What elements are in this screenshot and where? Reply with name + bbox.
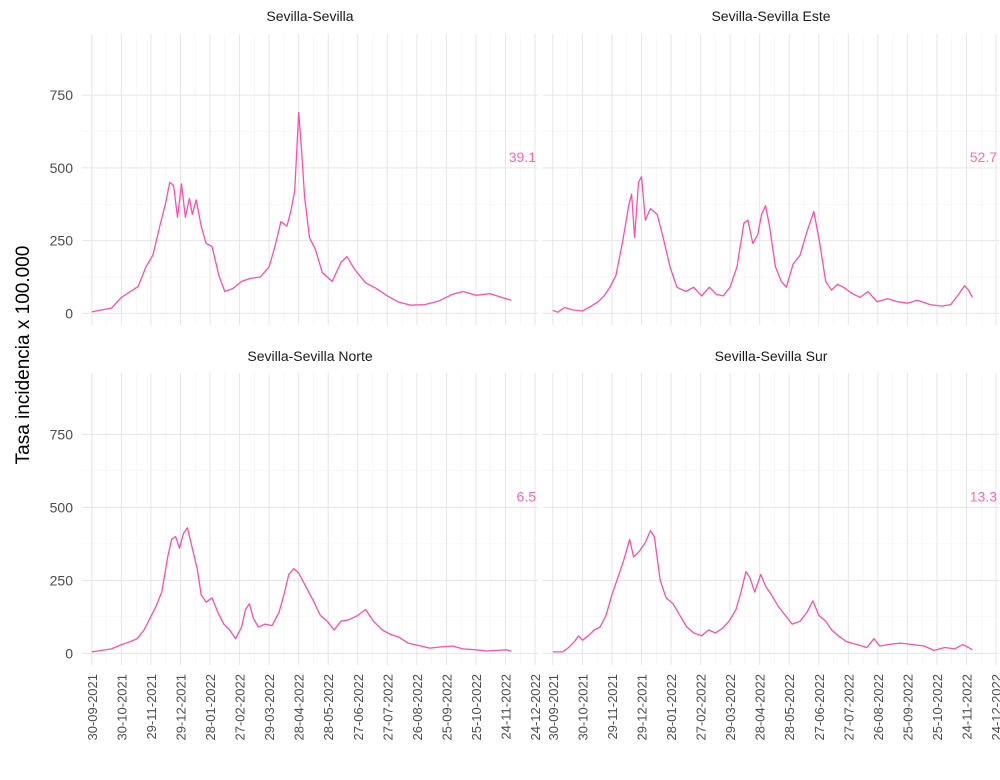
y-tick-label: 750	[50, 426, 74, 442]
x-axis: 30-09-2021 30-10-2021 29-11-2021 29-12-2021…	[85, 674, 1000, 741]
series-line	[552, 175, 973, 313]
x-tick-label: 30-09-2021	[85, 674, 100, 741]
series-line	[91, 111, 512, 313]
x-tick-label: 29-03-2022	[723, 674, 738, 741]
y-tick-label: 500	[50, 160, 74, 176]
panel-4: Sevilla-Sevilla Sur 13.3	[543, 348, 999, 665]
panel-3: Sevilla-Sevilla Norte 0 250 500 750 6.5	[50, 348, 538, 665]
x-tick-label: 28-01-2022	[664, 674, 679, 741]
x-tick-label: 29-11-2021	[144, 674, 159, 740]
y-tick-label: 500	[50, 499, 74, 515]
x-tick-label: 25-09-2022	[439, 674, 454, 741]
annotation-label: 52.7	[970, 149, 997, 165]
y-tick-label: 0	[65, 305, 73, 321]
x-tick-label: 27-02-2022	[694, 674, 709, 741]
panel-title: Sevilla-Sevilla Norte	[247, 348, 372, 364]
annotation-label: 39.1	[509, 149, 536, 165]
x-tick-label: 29-11-2021	[605, 674, 620, 740]
x-tick-label: 24-12-2022	[989, 674, 1000, 741]
x-tick-label: 28-04-2022	[292, 674, 307, 741]
y-tick-label: 0	[65, 645, 73, 661]
panel-title: Sevilla-Sevilla Este	[711, 8, 830, 24]
x-tick-label: 24-12-2022	[528, 674, 543, 741]
x-tick-label: 28-05-2022	[321, 674, 336, 741]
x-tick-label: 24-11-2022	[499, 674, 514, 740]
x-tick-label: 27-06-2022	[351, 674, 366, 741]
x-tick-label: 29-12-2021	[174, 674, 189, 741]
panel-2: Sevilla-Sevilla Este 52.7	[543, 8, 999, 325]
x-tick-label: 26-08-2022	[410, 674, 425, 741]
x-tick-label: 28-05-2022	[782, 674, 797, 741]
x-tick-label: 28-01-2022	[203, 674, 218, 741]
x-tick-label: 25-09-2022	[900, 674, 915, 741]
x-tick-label: 30-10-2021	[575, 674, 590, 741]
x-tick-label: 29-03-2022	[262, 674, 277, 741]
y-tick-label: 250	[50, 572, 74, 588]
x-tick-label: 27-07-2022	[841, 674, 856, 741]
annotation-label: 13.3	[970, 488, 997, 504]
x-tick-label: 27-07-2022	[380, 674, 395, 741]
y-tick-label: 250	[50, 233, 74, 249]
panel-title: Sevilla-Sevilla Sur	[715, 348, 828, 364]
x-tick-label: 30-10-2021	[114, 674, 129, 741]
x-tick-label: 26-08-2022	[871, 674, 886, 741]
x-tick-label: 27-06-2022	[812, 674, 827, 741]
x-tick-label: 29-12-2021	[635, 674, 650, 741]
x-tick-label: 27-02-2022	[233, 674, 248, 741]
panel-title: Sevilla-Sevilla	[266, 8, 353, 24]
panels: Sevilla-Sevilla025050075039.1Sevilla-Sev…	[50, 8, 999, 665]
y-tick-label: 750	[50, 87, 74, 103]
series-line	[91, 527, 512, 653]
x-tick-label: 25-10-2022	[469, 674, 484, 741]
x-tick-label: 30-09-2021	[546, 674, 561, 741]
panel-1: Sevilla-Sevilla 0 250 500 750 39.1	[50, 8, 538, 325]
y-axis-label: Tasa incidencia x 100.000	[13, 246, 34, 465]
x-tick-label: 25-10-2022	[930, 674, 945, 741]
x-tick-label: 28-04-2022	[753, 674, 768, 741]
x-tick-label: 24-11-2022	[960, 674, 975, 740]
annotation-label: 6.5	[517, 488, 537, 504]
series-line	[552, 530, 973, 653]
